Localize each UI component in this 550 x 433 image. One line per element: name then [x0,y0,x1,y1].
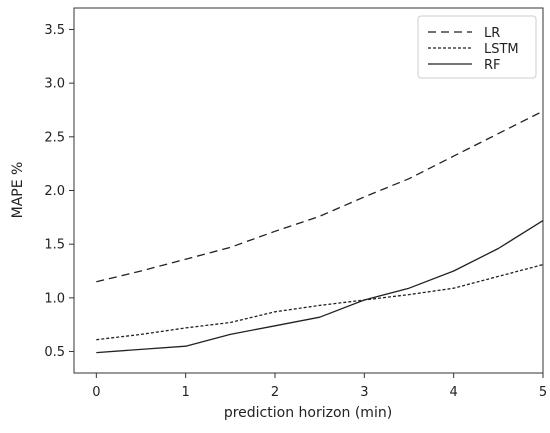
series-layer [96,110,544,354]
x-tick-label: 2 [271,385,279,400]
y-axis-label: MAPE % [10,162,26,219]
x-axis-label: prediction horizon (min) [224,405,392,421]
legend-label-lstm: LSTM [484,42,519,57]
series-line-lr [96,110,544,283]
legend-label-lr: LR [484,26,500,41]
y-tick-label: 2.5 [44,130,65,145]
x-axis-ticks: 0 1 2 3 4 5 [92,373,547,400]
y-tick-label: 1.0 [44,291,65,306]
legend: LR LSTM RF [417,15,537,79]
series-line-lstm [96,263,544,341]
y-tick-label: 1.5 [44,238,65,253]
x-tick-label: 5 [539,385,547,400]
y-tick-label: 3.5 [44,23,65,38]
y-tick-label: 2.0 [44,184,65,199]
series-line-rf [96,220,544,354]
x-tick-label: 3 [360,385,368,400]
y-axis-ticks: 0.5 1.0 1.5 2.0 2.5 3.0 3.5 [44,23,74,360]
y-tick-label: 3.0 [44,77,65,92]
y-tick-label: 0.5 [44,345,65,360]
x-tick-label: 1 [182,385,190,400]
legend-label-rf: RF [484,58,501,73]
x-tick-label: 0 [92,385,100,400]
x-tick-label: 4 [450,385,458,400]
